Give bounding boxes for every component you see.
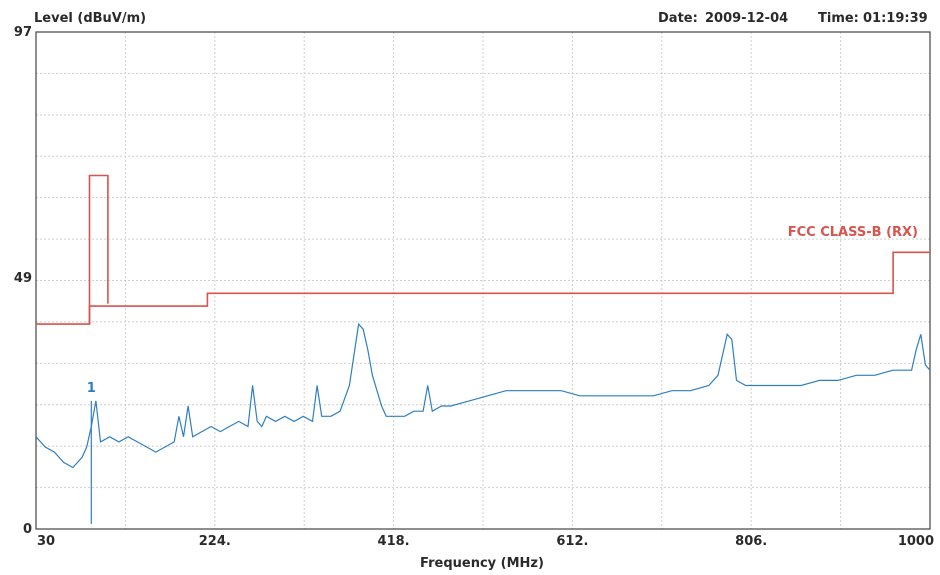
y-axis-title: Level (dBuV/m)	[34, 11, 146, 26]
series-layer	[35, 174, 931, 524]
grid-lines	[36, 32, 930, 529]
date-label: Date:	[658, 11, 698, 26]
limit-line-label: FCC CLASS-B (RX)	[788, 225, 918, 240]
x-tick-label: 806.	[735, 534, 767, 549]
y-tick-label: 49	[14, 271, 32, 286]
marker-label: 1	[87, 381, 96, 396]
x-tick-label: 1000	[898, 534, 934, 549]
x-tick-labels: 30 224. 418. 612. 806. 1000	[37, 534, 934, 549]
annotation-layer: 1 FCC CLASS-B (RX)	[87, 225, 918, 396]
x-axis-title: Frequency (MHz)	[420, 556, 544, 571]
time-value: 01:19:39	[863, 11, 928, 26]
x-tick-label: 612.	[556, 534, 588, 549]
y-tick-labels: 0 49 97	[14, 25, 32, 537]
x-tick-label: 30	[37, 534, 55, 549]
x-tick-label: 418.	[378, 534, 410, 549]
time-label: Time:	[818, 11, 859, 26]
y-tick-label: 97	[14, 25, 32, 40]
plot-frame	[35, 31, 931, 530]
measured-trace	[35, 322, 931, 469]
date-value: 2009-12-04	[705, 11, 788, 26]
limit-line	[88, 174, 109, 325]
x-tick-label: 224.	[199, 534, 231, 549]
y-tick-label: 0	[23, 522, 32, 537]
